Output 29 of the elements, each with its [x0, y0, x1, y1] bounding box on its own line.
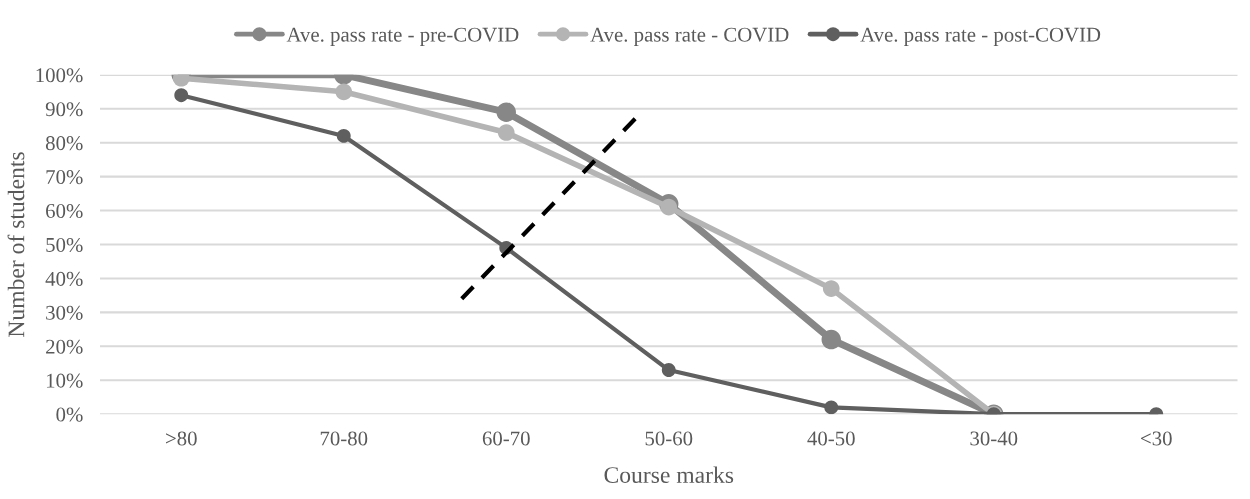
legend-label: Ave. pass rate - post-COVID [860, 27, 1101, 46]
point [822, 280, 840, 297]
x-tick-label: 40-50 [807, 431, 855, 446]
y-tick-label: 40% [45, 271, 83, 286]
x-tick-label: 70-80 [320, 431, 368, 446]
y-tick-label: 30% [46, 305, 83, 320]
y-tick-label: 0% [56, 407, 83, 422]
y-tick-label: 20% [46, 339, 83, 354]
y-tick-label: 60% [46, 203, 83, 219]
y-tick-label: 90% [45, 102, 83, 117]
x-tick-label: 50-60 [645, 431, 693, 446]
x-axis-title: Course marks [604, 466, 734, 484]
x-tick-label: >80 [166, 431, 197, 446]
x-tick-label: <30 [1141, 431, 1172, 446]
x-tick-label: 60-70 [482, 431, 530, 446]
x-tick-label: 30-40 [970, 431, 1018, 446]
legend-label: Ave. pass rate - COVID [590, 27, 789, 46]
legend-label: Ave. pass rate - pre-COVID [286, 27, 519, 46]
y-tick-label: 100% [36, 68, 83, 83]
point [496, 102, 516, 122]
y-tick-label: 10% [46, 373, 83, 388]
y-tick-label: 80% [45, 136, 83, 151]
point [335, 83, 353, 101]
y-tick-label: 70% [46, 170, 83, 185]
point [174, 88, 189, 103]
point [497, 124, 515, 141]
point [336, 128, 351, 143]
y-tick-label: 50% [46, 237, 83, 253]
y-axis-title: Number of students [7, 152, 25, 337]
